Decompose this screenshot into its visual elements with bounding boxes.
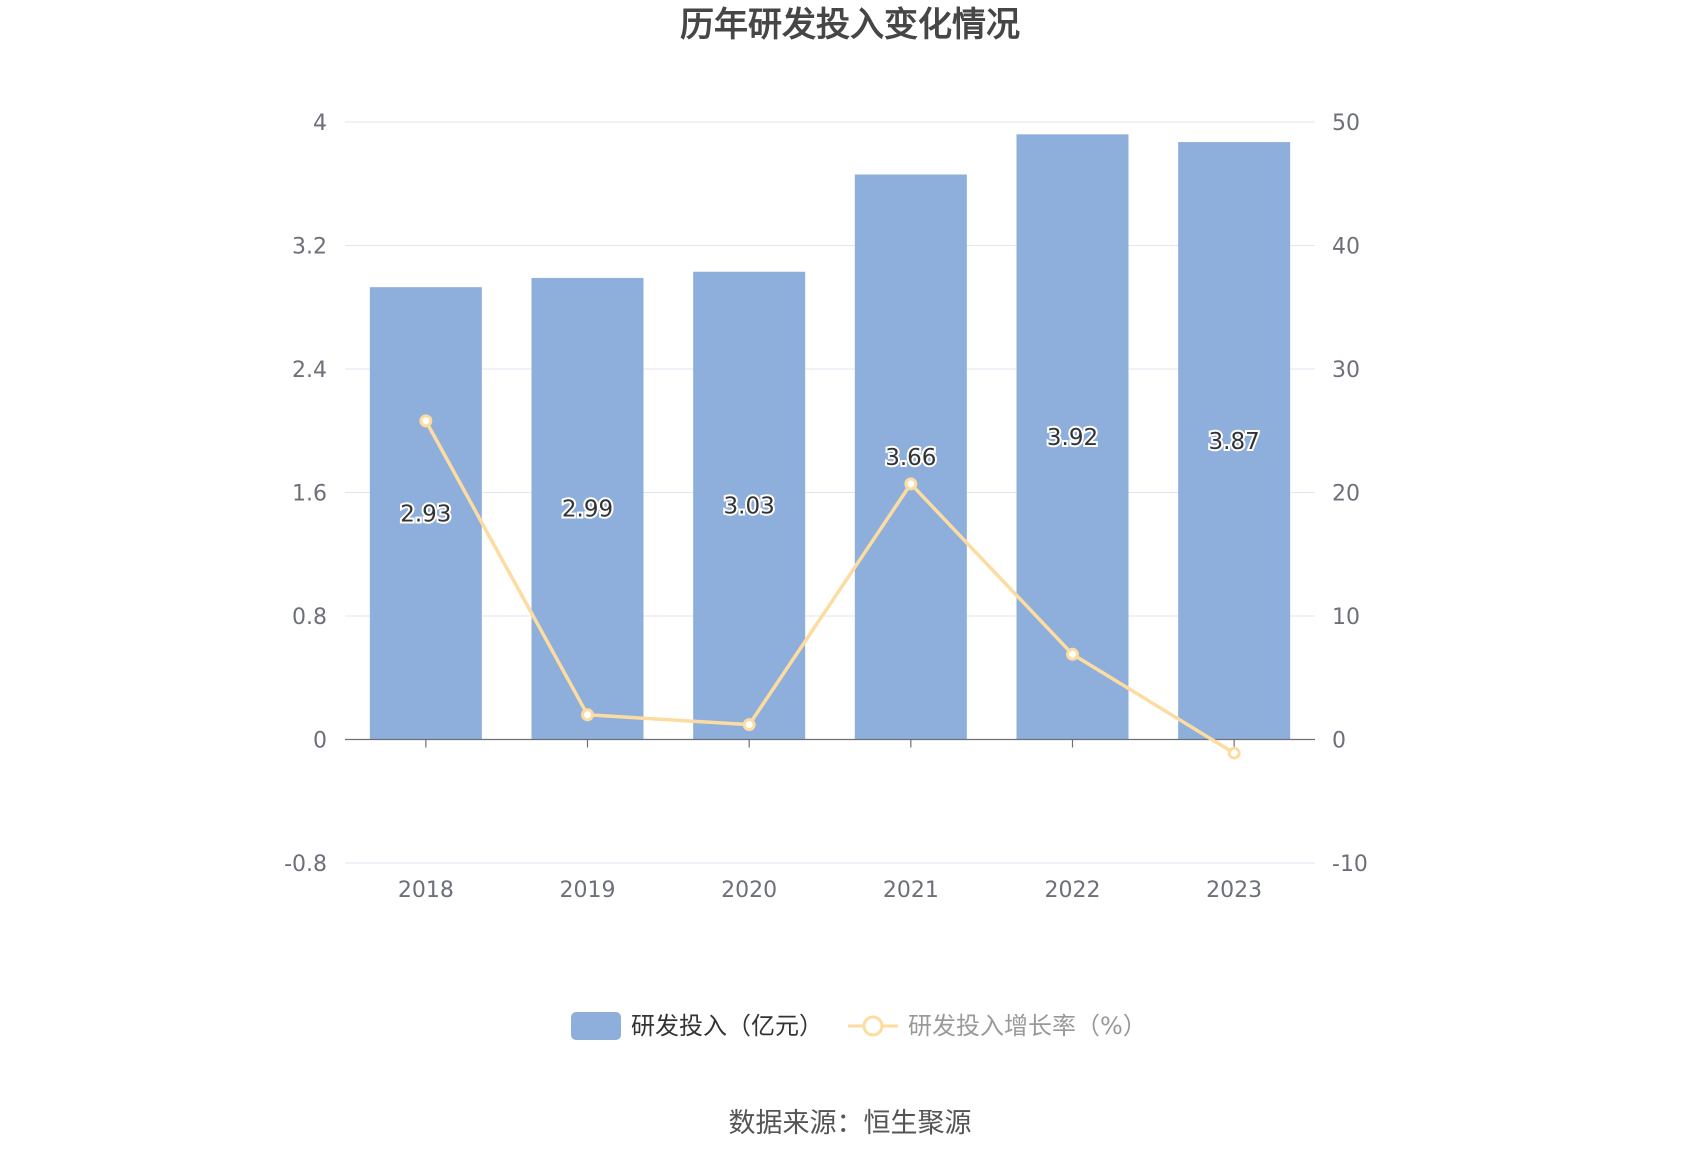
bar-value-label: 3.92 — [1047, 425, 1098, 451]
x-tick-label: 2022 — [1045, 878, 1101, 903]
bar-series — [369, 134, 1291, 740]
bar — [1178, 142, 1291, 740]
bar-value-label: 3.87 — [1209, 429, 1260, 455]
bar — [1016, 134, 1129, 740]
x-tick-label: 2018 — [398, 878, 454, 903]
data-source: 数据来源：恒生聚源 — [729, 1108, 972, 1139]
bar — [369, 287, 482, 740]
bar-value-label: 2.93 — [400, 501, 451, 527]
y-left-tick-label: 3.2 — [292, 235, 327, 260]
legend[interactable]: 研发投入（亿元） 研发投入增长率（%） — [571, 1012, 1147, 1040]
legend-label-growth-rate: 研发投入增长率（%） — [908, 1012, 1147, 1040]
legend-line-marker — [862, 1015, 884, 1037]
y-right-tick-label: 0 — [1332, 729, 1346, 754]
line-point — [581, 708, 594, 722]
y-right-tick-label: 50 — [1332, 111, 1360, 136]
growth-rate-line — [424, 420, 1236, 755]
bar — [854, 174, 967, 740]
x-tick-label: 2023 — [1206, 878, 1262, 903]
line-point — [742, 718, 756, 732]
legend-item-rd-investment[interactable]: 研发投入（亿元） — [571, 1012, 823, 1040]
chart-title: 历年研发投入变化情况 — [680, 5, 1020, 45]
bar — [693, 271, 806, 740]
y-right-tick-label: 30 — [1332, 358, 1360, 383]
line-point — [1066, 647, 1079, 661]
bar-value-label: 2.99 — [562, 497, 613, 523]
y-right-tick-label: 40 — [1332, 235, 1360, 260]
line-point — [419, 414, 433, 428]
bar — [531, 277, 644, 740]
y-axis-right: 50 40 30 20 10 0 -10 — [1332, 111, 1368, 877]
bar-value-label: 3.66 — [885, 445, 936, 471]
bar-value-labels: 2.93 2.99 3.03 3.66 3.92 3.87 — [398, 423, 1262, 529]
x-axis: 2018 2019 2020 2021 2022 2023 — [345, 738, 1315, 903]
y-left-tick-label: 1.6 — [292, 482, 327, 507]
line-point — [1227, 746, 1241, 760]
y-right-tick-label: 10 — [1332, 605, 1360, 630]
x-tick-label: 2020 — [721, 878, 777, 903]
y-right-tick-label: 20 — [1332, 482, 1360, 507]
grid-lines — [345, 121, 1315, 864]
line-series — [419, 414, 1241, 760]
legend-item-growth-rate[interactable]: 研发投入增长率（%） — [848, 1012, 1147, 1040]
y-axis-left: 4 3.2 2.4 1.6 0.8 0 -0.8 — [284, 111, 327, 877]
legend-bar-swatch — [571, 1012, 621, 1040]
y-left-tick-label: 0.8 — [292, 605, 327, 630]
bar-value-label: 3.03 — [724, 494, 775, 520]
line-point — [904, 477, 918, 491]
y-left-tick-label: 0 — [313, 729, 327, 754]
legend-label-rd-investment: 研发投入（亿元） — [631, 1012, 823, 1040]
x-tick-label: 2019 — [560, 878, 616, 903]
y-left-tick-label: 4 — [313, 111, 327, 136]
x-tick-label: 2021 — [883, 878, 939, 903]
y-right-tick-label: -10 — [1332, 852, 1368, 877]
y-left-tick-label: 2.4 — [292, 358, 327, 383]
y-left-tick-label: -0.8 — [284, 852, 327, 877]
